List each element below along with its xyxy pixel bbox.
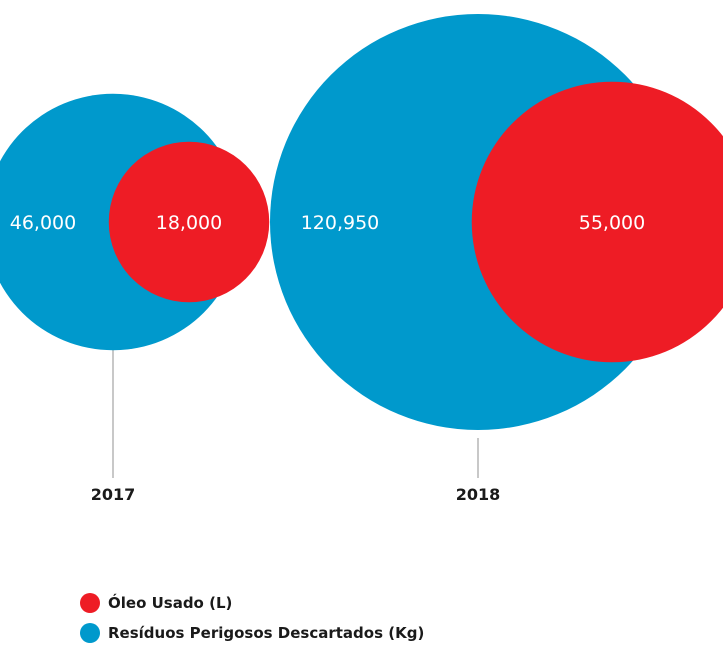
legend-item-oleo: Óleo Usado (L) bbox=[80, 588, 424, 618]
bubble-oleo-2017 bbox=[108, 141, 270, 303]
year-label-2017: 2017 bbox=[91, 485, 136, 504]
year-label-2018: 2018 bbox=[456, 485, 501, 504]
value-label-oleo-2017: 18,000 bbox=[156, 212, 222, 234]
value-label-oleo-2018: 55,000 bbox=[579, 212, 645, 234]
value-label-residuos-2018: 120,950 bbox=[301, 212, 380, 234]
legend-label-oleo: Óleo Usado (L) bbox=[108, 594, 233, 612]
chart-legend: Óleo Usado (L) Resíduos Perigosos Descar… bbox=[80, 588, 424, 648]
legend-dot-residuos bbox=[80, 623, 100, 643]
bubble-oleo-2018 bbox=[471, 81, 723, 363]
legend-dot-oleo bbox=[80, 593, 100, 613]
legend-label-residuos: Resíduos Perigosos Descartados (Kg) bbox=[108, 624, 425, 642]
value-label-residuos-2017: 46,000 bbox=[10, 212, 76, 234]
legend-item-residuos: Resíduos Perigosos Descartados (Kg) bbox=[80, 618, 424, 648]
